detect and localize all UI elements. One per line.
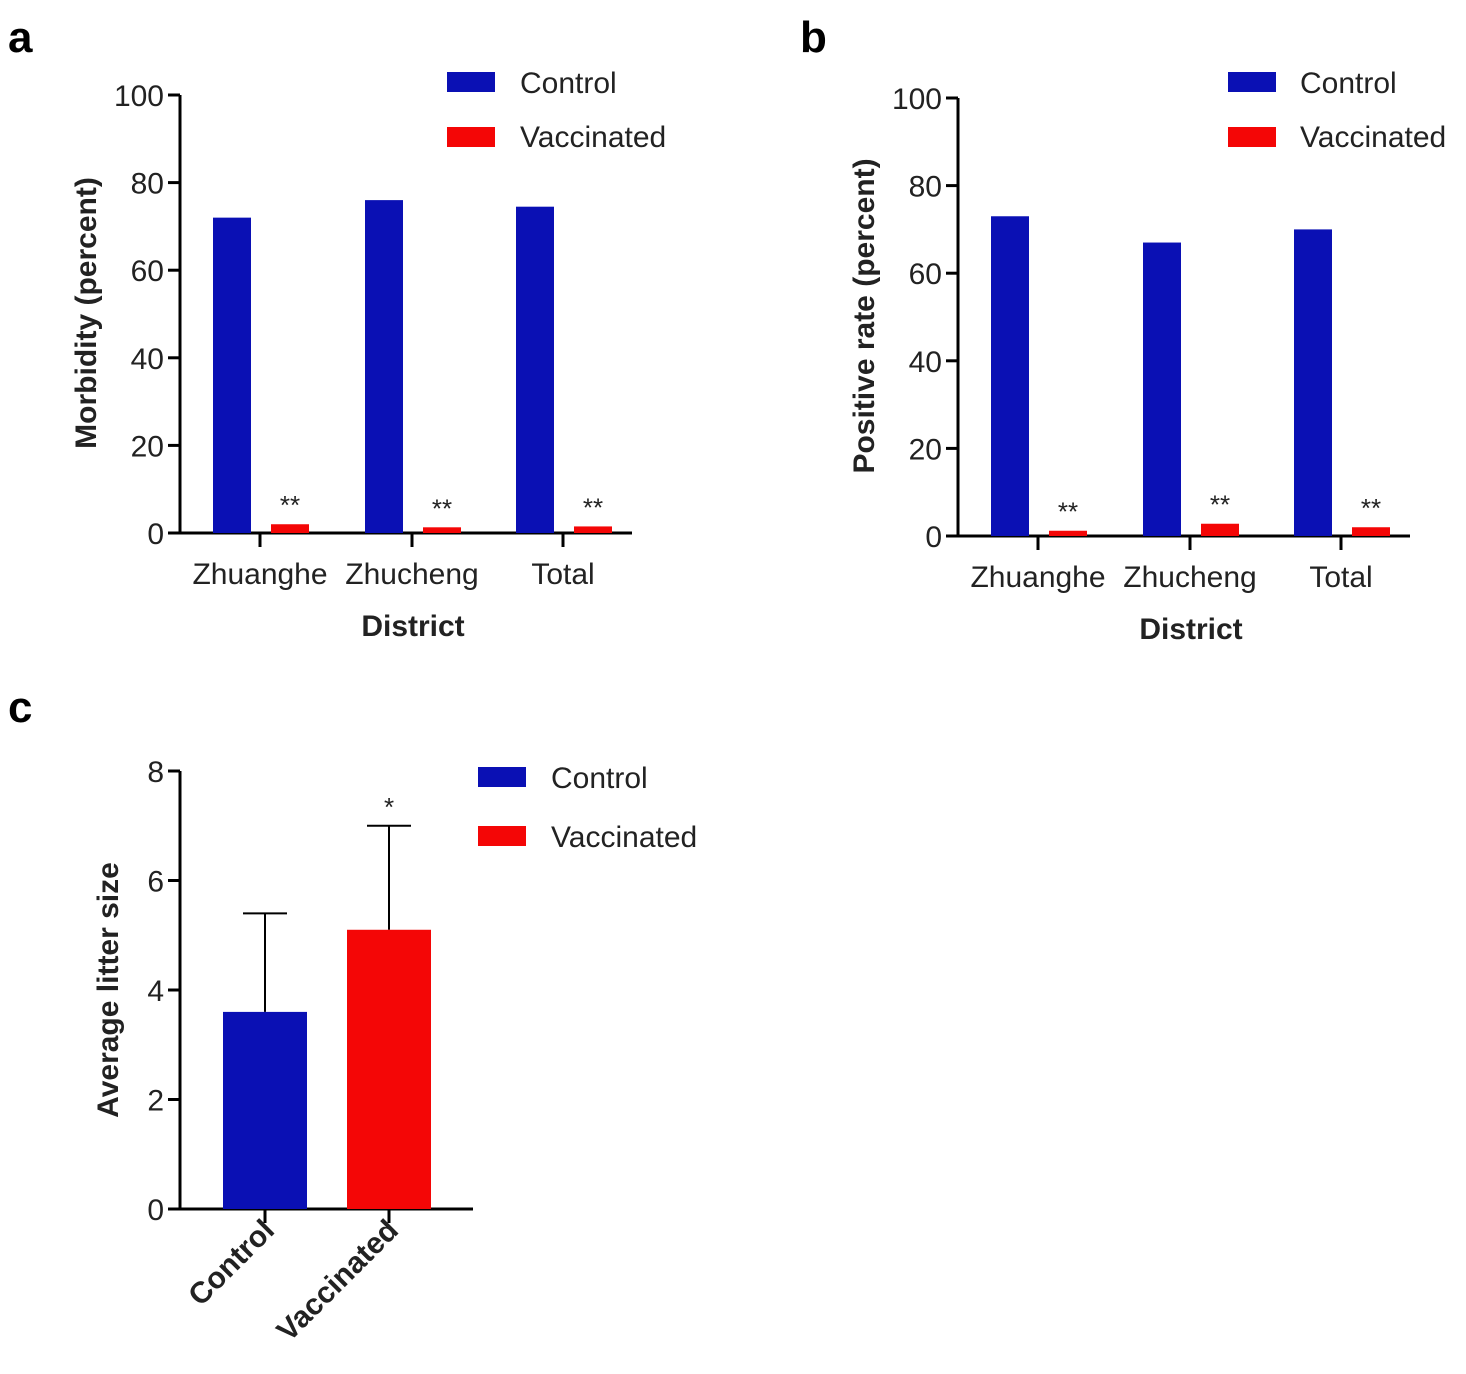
bar-control xyxy=(516,206,554,533)
y-tick-label: 80 xyxy=(131,168,164,201)
legend: Control Vaccinated xyxy=(1228,67,1446,154)
legend-swatch-control xyxy=(478,767,526,787)
bar-vaccinated xyxy=(271,524,309,533)
y-tick-label: 0 xyxy=(147,518,164,551)
legend-swatch-vaccinated xyxy=(1228,127,1276,147)
legend-swatch-vaccinated xyxy=(447,127,495,147)
bar-control xyxy=(991,216,1029,536)
panel-c: c Average litter size Control Vaccinated… xyxy=(8,683,697,1348)
panel-label-a: a xyxy=(8,13,33,62)
y-tick-label: 40 xyxy=(131,343,164,376)
legend-swatch-control xyxy=(1228,72,1276,92)
y-tick-label: 80 xyxy=(909,171,942,204)
significance-mark: * xyxy=(384,792,394,822)
x-axis-label: District xyxy=(361,610,464,643)
panel-label-b: b xyxy=(800,13,827,62)
category-label: Vaccinated xyxy=(271,1214,405,1348)
panel-a: a Morbidity (percent) District Zhuanghe … xyxy=(8,13,666,643)
bar-vaccinated xyxy=(347,929,431,1209)
category-label: Zhuanghe xyxy=(970,561,1105,594)
legend-label-vaccinated: Vaccinated xyxy=(551,821,697,854)
significance-mark: ** xyxy=(432,493,452,523)
legend-label-control: Control xyxy=(1300,67,1397,100)
category-label: Zhucheng xyxy=(1123,561,1256,594)
legend-label-control: Control xyxy=(551,762,648,795)
y-tick-label: 20 xyxy=(131,430,164,463)
y-tick-label: 4 xyxy=(147,975,164,1008)
category-label: Control xyxy=(182,1214,281,1313)
bar-vaccinated xyxy=(423,527,461,533)
legend-label-vaccinated: Vaccinated xyxy=(1300,121,1446,154)
category-label: Zhucheng xyxy=(345,558,478,591)
significance-mark: ** xyxy=(1058,497,1078,527)
bar-control xyxy=(223,1011,307,1209)
y-tick-label: 40 xyxy=(909,346,942,379)
y-tick-label: 0 xyxy=(147,1194,164,1227)
bar-vaccinated xyxy=(1049,530,1087,536)
category-label: Zhuanghe xyxy=(192,558,327,591)
bar-control xyxy=(1294,229,1332,536)
significance-mark: ** xyxy=(280,490,300,520)
bar-vaccinated xyxy=(1201,523,1239,536)
y-tick-label: 60 xyxy=(131,255,164,288)
bar-control xyxy=(365,200,403,533)
y-tick-label: 60 xyxy=(909,258,942,291)
y-tick-label: 20 xyxy=(909,433,942,466)
legend-swatch-vaccinated xyxy=(478,826,526,846)
bar-control xyxy=(1143,242,1181,537)
legend-label-control: Control xyxy=(520,67,617,100)
y-axis-label: Morbidity (percent) xyxy=(70,177,103,449)
bar-vaccinated xyxy=(574,526,612,533)
significance-mark: ** xyxy=(1210,490,1230,520)
x-axis-label: District xyxy=(1139,613,1242,646)
y-axis-label: Positive rate (percent) xyxy=(848,158,881,473)
bar-control xyxy=(213,217,251,533)
y-axis-label: Average litter size xyxy=(92,862,125,1118)
legend: Control Vaccinated xyxy=(447,67,666,154)
legend-swatch-control xyxy=(447,72,495,92)
panel-label-c: c xyxy=(8,683,32,732)
y-tick-label: 100 xyxy=(892,83,942,116)
y-tick-label: 8 xyxy=(147,756,164,789)
y-tick-label: 100 xyxy=(114,80,164,113)
significance-mark: ** xyxy=(1361,493,1381,523)
bar-vaccinated xyxy=(1352,527,1390,536)
category-label: Total xyxy=(1309,561,1372,594)
y-tick-label: 2 xyxy=(147,1085,164,1118)
legend: Control Vaccinated xyxy=(478,762,697,854)
category-label: Total xyxy=(531,558,594,591)
y-tick-label: 6 xyxy=(147,866,164,899)
legend-label-vaccinated: Vaccinated xyxy=(520,121,666,154)
y-tick-label: 0 xyxy=(925,521,942,554)
panel-b: b Positive rate (percent) District Zhuan… xyxy=(800,13,1446,646)
significance-mark: ** xyxy=(583,492,603,522)
